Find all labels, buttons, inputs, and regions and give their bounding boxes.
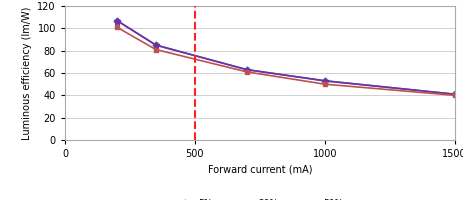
- Line: 50%: 50%: [114, 25, 456, 98]
- 5%: [321, 80, 327, 82]
- 5%: [153, 44, 158, 46]
- Line: 20%: 20%: [113, 17, 457, 98]
- 50%: [114, 26, 119, 28]
- Y-axis label: Luminous efficiency (lm/W): Luminous efficiency (lm/W): [22, 6, 32, 140]
- 50%: [451, 94, 457, 97]
- 50%: [244, 71, 249, 73]
- 20%: [153, 44, 158, 46]
- Line: 5%: 5%: [114, 18, 456, 97]
- 50%: [153, 48, 158, 51]
- 50%: [321, 83, 327, 85]
- Legend: 5%, 20%, 50%: 5%, 20%, 50%: [172, 195, 346, 200]
- 5%: [244, 68, 249, 71]
- 20%: [244, 68, 249, 71]
- 5%: [451, 93, 457, 95]
- 20%: [451, 93, 457, 95]
- 20%: [114, 19, 119, 22]
- 5%: [114, 19, 119, 22]
- X-axis label: Forward current (mA): Forward current (mA): [207, 165, 312, 175]
- 20%: [321, 80, 327, 82]
